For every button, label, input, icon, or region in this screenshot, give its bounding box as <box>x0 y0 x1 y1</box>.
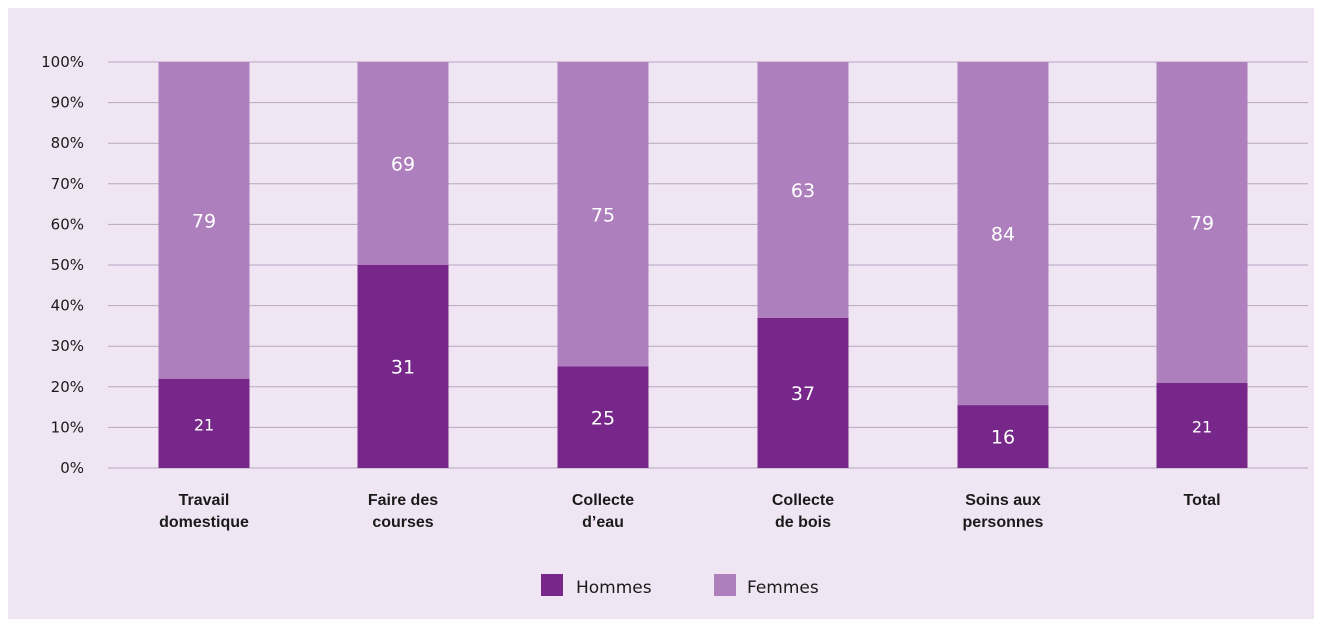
stacked-bar-chart: 0% 10% 20% 30% 40% 50% 60% 70% 80% 90% 100% 21 79 Tra… <box>41 53 1308 598</box>
x-category-label: domestique <box>159 514 249 531</box>
x-category-label: Travail <box>179 492 230 509</box>
data-label-femmes: 75 <box>591 204 615 226</box>
x-category-label: Total <box>1183 492 1220 509</box>
data-label-hommes: 31 <box>391 357 415 379</box>
y-tick-label: 50% <box>51 256 84 274</box>
y-tick-label: 10% <box>51 418 84 436</box>
x-category-label: personnes <box>963 514 1044 531</box>
x-category-label: Faire des <box>368 492 438 509</box>
x-category-label: Collecte <box>572 492 634 509</box>
y-tick-label: 30% <box>51 337 84 355</box>
data-label-femmes: 69 <box>391 154 415 176</box>
data-label-femmes: 79 <box>192 210 216 232</box>
x-category-label: de bois <box>775 514 831 531</box>
bar-hommes-0 <box>158 378 250 468</box>
bar-femmes-2 <box>557 62 649 367</box>
y-tick-label: 20% <box>51 378 84 396</box>
data-label-femmes: 79 <box>1190 212 1214 234</box>
bar-hommes-2 <box>557 366 649 468</box>
bar-femmes-5 <box>1156 62 1248 383</box>
y-tick-label: 80% <box>51 134 84 152</box>
legend-label-femmes: Femmes <box>747 578 819 598</box>
data-label-femmes: 84 <box>991 224 1015 246</box>
bar-hommes-1 <box>357 265 449 468</box>
x-category-label: d’eau <box>582 514 624 531</box>
x-category-label: Collecte <box>772 492 834 509</box>
bar-hommes-3 <box>757 317 849 468</box>
y-tick-label: 100% <box>41 53 84 71</box>
legend-swatch-hommes <box>541 574 563 596</box>
data-label-hommes: 25 <box>591 407 615 429</box>
data-label-hommes: 37 <box>791 383 815 405</box>
chart-panel: 0% 10% 20% 30% 40% 50% 60% 70% 80% 90% 100% 21 79 Tra… <box>8 8 1314 619</box>
bar-femmes-1 <box>357 62 449 265</box>
bar-hommes-4 <box>957 405 1049 468</box>
data-label-hommes: 21 <box>194 415 214 434</box>
data-label-femmes: 63 <box>791 180 815 202</box>
y-tick-label: 60% <box>51 215 84 233</box>
y-tick-label: 70% <box>51 175 84 193</box>
x-category-label: Soins aux <box>965 492 1041 509</box>
legend-swatch-femmes <box>714 574 736 596</box>
bar-femmes-3 <box>757 62 849 318</box>
y-tick-label: 0% <box>60 459 84 477</box>
data-label-hommes: 21 <box>1192 417 1212 436</box>
x-category-label: courses <box>372 514 433 531</box>
bar-femmes-0 <box>158 62 250 379</box>
y-tick-label: 90% <box>51 94 84 112</box>
bar-hommes-5 <box>1156 382 1248 468</box>
y-tick-label: 40% <box>51 297 84 315</box>
data-label-hommes: 16 <box>991 427 1015 449</box>
bar-femmes-4 <box>957 62 1049 406</box>
legend-label-hommes: Hommes <box>576 578 652 598</box>
